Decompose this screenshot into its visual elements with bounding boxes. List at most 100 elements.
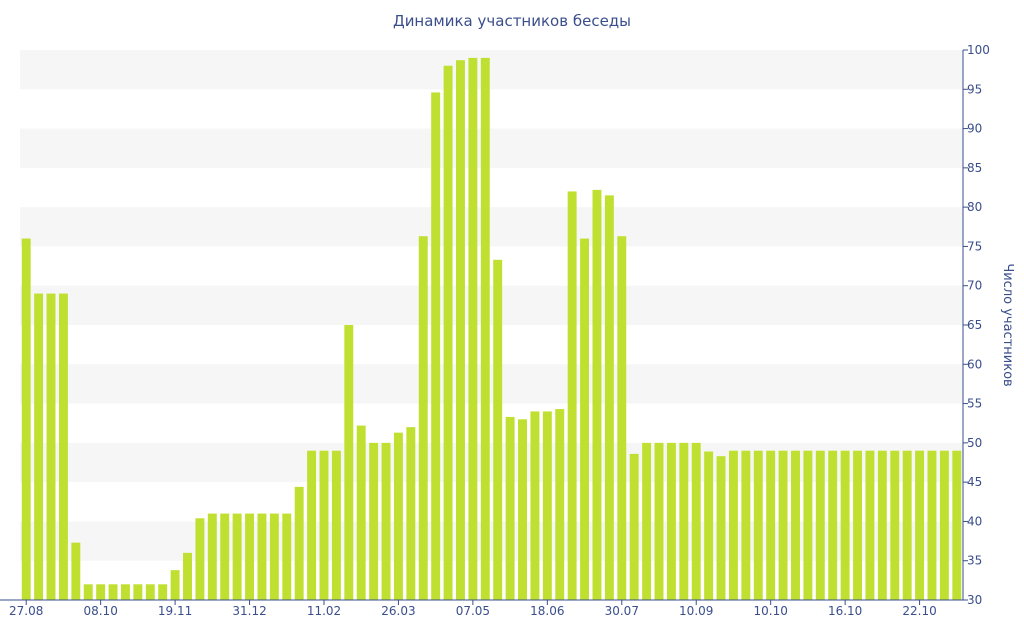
bar[interactable]	[642, 442, 652, 600]
bar[interactable]	[877, 450, 887, 600]
x-tick-label: 10.10	[753, 604, 787, 618]
bar[interactable]	[406, 427, 416, 600]
bar[interactable]	[952, 450, 962, 600]
grid-band	[20, 207, 963, 247]
bar[interactable]	[83, 584, 93, 600]
bar[interactable]	[443, 65, 453, 600]
bar[interactable]	[815, 450, 825, 600]
x-tick-label: 18.06	[530, 604, 564, 618]
bar[interactable]	[269, 513, 279, 600]
bar[interactable]	[319, 450, 329, 600]
grid-band	[20, 50, 963, 90]
bar[interactable]	[803, 450, 813, 600]
bar[interactable]	[518, 419, 527, 600]
bar[interactable]	[46, 293, 56, 600]
bar[interactable]	[418, 236, 428, 600]
bar[interactable]	[778, 450, 788, 600]
bar[interactable]	[232, 513, 242, 600]
y-tick-label: 80	[967, 200, 982, 214]
grid-bands	[20, 50, 963, 561]
y-tick-label: 60	[967, 357, 982, 371]
bar[interactable]	[828, 450, 838, 600]
bar[interactable]	[170, 570, 180, 600]
bar[interactable]	[468, 57, 478, 601]
x-tick-label: 11.02	[307, 604, 341, 618]
bar[interactable]	[741, 450, 751, 600]
bar[interactable]	[629, 453, 639, 600]
bar[interactable]	[853, 450, 862, 600]
bar[interactable]	[505, 416, 515, 600]
bar[interactable]	[96, 584, 106, 600]
bar[interactable]	[257, 513, 267, 600]
bar[interactable]	[704, 451, 714, 601]
bar[interactable]	[58, 293, 68, 600]
bar[interactable]	[480, 57, 490, 601]
grid-band	[20, 364, 963, 404]
y-tick-label: 100	[967, 43, 990, 57]
bar[interactable]	[294, 486, 304, 600]
bar[interactable]	[716, 456, 726, 600]
bar[interactable]	[183, 552, 192, 600]
y-tick-label: 65	[967, 318, 982, 332]
bar[interactable]	[927, 450, 937, 600]
bar[interactable]	[580, 238, 590, 600]
bar[interactable]	[195, 518, 205, 600]
bar[interactable]	[567, 191, 577, 600]
bar[interactable]	[753, 450, 763, 600]
bar[interactable]	[282, 513, 292, 600]
bar[interactable]	[21, 238, 31, 600]
grid-band	[20, 128, 963, 168]
bar[interactable]	[679, 442, 689, 600]
bar[interactable]	[431, 92, 441, 601]
bar[interactable]	[331, 450, 341, 600]
y-tick-label: 45	[967, 475, 982, 489]
bar[interactable]	[530, 411, 540, 600]
bar[interactable]	[902, 450, 912, 600]
bar[interactable]	[666, 442, 676, 600]
bar[interactable]	[728, 450, 738, 600]
bar[interactable]	[456, 60, 465, 600]
bar[interactable]	[133, 584, 143, 600]
y-tick-label: 70	[967, 279, 982, 293]
y-tick-label: 50	[967, 436, 982, 450]
bar[interactable]	[145, 584, 155, 600]
x-tick-label: 27.08	[9, 604, 43, 618]
bar[interactable]	[381, 442, 391, 600]
bar[interactable]	[604, 195, 614, 601]
bar[interactable]	[617, 236, 627, 600]
x-axis: 27.08 08.10 19.11 31.12 11.02 26.03 07.05 18.06…	[0, 599, 963, 618]
bar[interactable]	[121, 584, 130, 600]
bar[interactable]	[393, 432, 403, 600]
bar[interactable]	[108, 584, 118, 600]
bar[interactable]	[766, 450, 776, 600]
bar[interactable]	[542, 411, 552, 600]
bar[interactable]	[865, 450, 875, 600]
bar[interactable]	[245, 513, 255, 600]
y-tick-label: 55	[967, 397, 982, 411]
bar[interactable]	[158, 584, 168, 600]
bar[interactable]	[307, 450, 317, 600]
bar[interactable]	[691, 442, 701, 600]
bar[interactable]	[220, 513, 230, 600]
y-tick-label: 75	[967, 239, 982, 253]
bar[interactable]	[939, 450, 949, 600]
bar[interactable]	[654, 442, 664, 600]
bar[interactable]	[356, 425, 366, 600]
bar[interactable]	[592, 189, 602, 601]
x-tick-label: 30.07	[605, 604, 639, 618]
grid-band	[20, 285, 963, 325]
bar[interactable]	[555, 409, 565, 600]
bar[interactable]	[791, 450, 800, 600]
y-tick-label: 30	[967, 593, 982, 607]
bar[interactable]	[71, 542, 81, 600]
bar[interactable]	[915, 450, 925, 600]
bar[interactable]	[840, 450, 850, 600]
bar[interactable]	[34, 293, 44, 600]
bar[interactable]	[890, 450, 900, 600]
bar[interactable]	[493, 259, 503, 600]
bar[interactable]	[369, 442, 379, 600]
bar[interactable]	[207, 513, 217, 600]
x-tick-label: 16.10	[828, 604, 862, 618]
bar[interactable]	[344, 325, 354, 600]
